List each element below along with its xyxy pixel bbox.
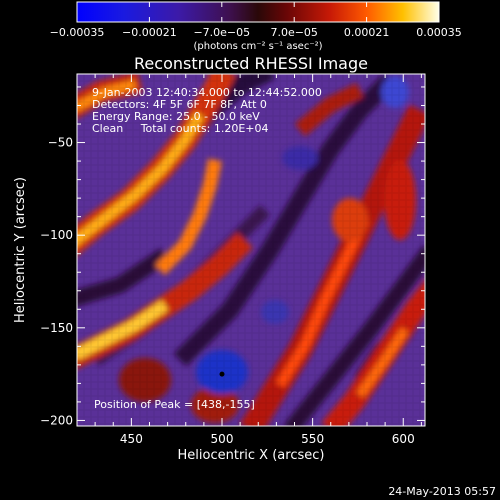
x-axis: 450 500 550 600	[94, 74, 422, 446]
colorbar-tick-label: −0.00035	[50, 26, 105, 39]
dark-ridge-2	[77, 248, 170, 307]
x-tick-label: 600	[392, 432, 415, 446]
bright-ridge-2-core	[77, 112, 205, 246]
x-tick-label: 500	[211, 432, 234, 446]
red-band-upper-right	[294, 82, 364, 137]
colorbar: −0.00035 −0.00021 −7.0e−05 7.0e−05 0.00021 0.…	[50, 1, 462, 52]
annotation-clean-counts: Clean Total counts: 1.20E+04	[92, 122, 269, 135]
colorbar-tick-label: 0.00035	[416, 26, 462, 39]
colorbar-unit-label: (photons cm⁻² s⁻¹ asec⁻²)	[193, 41, 322, 52]
red-blob-low-center	[191, 387, 239, 423]
blue-dip-top	[381, 76, 409, 108]
bright-ridge-1-core	[77, 79, 137, 112]
dark-ridge-4	[283, 245, 425, 426]
red-band-right-core	[356, 327, 409, 398]
x-tick-label: 450	[120, 432, 143, 446]
colorbar-tick-label: 7.0e−05	[270, 26, 317, 39]
y-tick-label: −50	[48, 136, 73, 150]
bright-ridge-3-core	[77, 300, 169, 361]
y-axis-label: Heliocentric Y (arcsec)	[13, 177, 28, 323]
plot-frame	[76, 73, 426, 427]
image-field	[77, 74, 425, 426]
dark-ridge-3	[173, 74, 397, 367]
footer-timestamp: 24-May-2013 05:57	[388, 485, 496, 498]
colorbar-tick-label: −7.0e−05	[193, 26, 250, 39]
red-blob-right	[384, 160, 416, 240]
colorbar-gradient	[76, 1, 440, 23]
red-blob-low-left	[119, 358, 171, 402]
blue-dip-low	[261, 300, 289, 324]
y-tick-label: −200	[40, 413, 73, 427]
red-band-middle-core	[275, 217, 370, 388]
peak-position-label: Position of Peak = [438,-155]	[94, 398, 255, 411]
colorbar-ticks: −0.00035 −0.00021 −7.0e−05 7.0e−05 0.00021 0.…	[50, 2, 462, 39]
annotation-detectors: Detectors: 4F 5F 6F 7F 8F, Att 0	[92, 98, 267, 111]
colorbar-tick-label: 0.00021	[344, 26, 390, 39]
red-blob-center	[332, 198, 368, 242]
y-tick-label: −150	[40, 321, 73, 335]
pixel-grid	[77, 74, 425, 426]
marked-point	[219, 371, 225, 377]
x-axis-label: Heliocentric X (arcsec)	[178, 448, 325, 463]
chart-title: Reconstructed RHESSI Image	[134, 54, 368, 73]
annotation-block: 9-Jan-2003 12:40:34.000 to 12:44:52.000 …	[92, 86, 322, 135]
y-tick-label: −100	[40, 228, 73, 242]
bright-ridge-2-peak	[155, 158, 222, 275]
blue-dip-mid	[282, 146, 318, 170]
annotation-energy-range: Energy Range: 25.0 - 50.0 keV	[92, 110, 260, 123]
y-axis: −50 −100 −150 −200	[40, 86, 425, 427]
colorbar-tick-label: −0.00021	[122, 26, 177, 39]
x-tick-label: 550	[301, 432, 324, 446]
annotation-time-range: 9-Jan-2003 12:40:34.000 to 12:44:52.000	[92, 86, 322, 99]
